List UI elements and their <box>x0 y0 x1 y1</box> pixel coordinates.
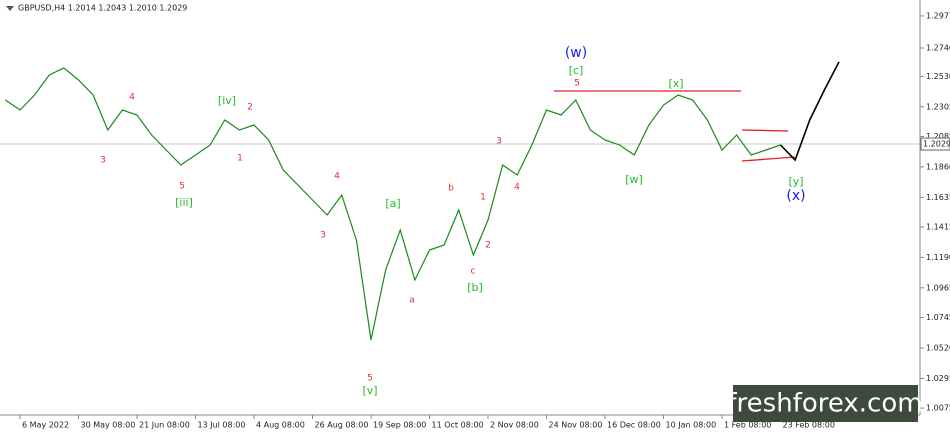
wave-label: 4 <box>129 93 135 103</box>
wave-label: [v] <box>362 384 377 397</box>
wave-label: (x) <box>786 188 805 204</box>
x-tick-label: 30 May 08:00 <box>81 421 136 430</box>
x-tick-label: 2 Nov 08:00 <box>490 421 539 430</box>
x-tick-label: 24 Nov 08:00 <box>549 421 603 430</box>
current-price-label: 1.2029 <box>923 140 950 149</box>
y-tick-label: 1.2530 <box>926 72 950 81</box>
x-tick-label: 21 Jun 08:00 <box>139 421 190 430</box>
wave-label: 1 <box>480 193 486 203</box>
menu-arrow <box>6 6 14 11</box>
y-tick-label: 1.0075 <box>926 404 950 413</box>
wave-label: 3 <box>496 137 502 147</box>
wave-label: b <box>448 184 454 194</box>
y-tick-label: 1.2977 <box>926 11 950 20</box>
wave-label: [y] <box>788 175 803 188</box>
watermark-box <box>733 385 918 422</box>
x-tick-label: 16 Dec 08:00 <box>607 421 661 430</box>
price-line <box>5 67 781 341</box>
y-tick-label: 1.2740 <box>926 43 950 52</box>
y-tick-label: 1.1860 <box>926 162 950 171</box>
y-tick-label: 1.1635 <box>926 193 950 202</box>
wave-label: a <box>409 296 415 306</box>
wave-label: 5 <box>179 182 185 192</box>
wave-label: [a] <box>385 197 400 210</box>
x-tick-label: 6 May 2022 <box>22 421 69 430</box>
y-tick-label: 1.0745 <box>926 313 950 322</box>
wave-label: 3 <box>100 156 106 166</box>
wave-label: 2 <box>247 103 253 113</box>
wave-label: 4 <box>334 172 340 182</box>
x-tick-label: 4 Aug 08:00 <box>256 421 305 430</box>
wave-label: 1 <box>237 154 243 164</box>
y-tick-label: 1.2305 <box>926 102 950 111</box>
y-tick-label: 1.1415 <box>926 223 950 232</box>
drawings <box>554 90 796 162</box>
x-tick-label: 13 Jul 08:00 <box>198 421 246 430</box>
x-tick-label: 26 Aug 08:00 <box>315 421 369 430</box>
wave-label: [x] <box>668 77 683 90</box>
y-tick-label: 1.0520 <box>926 343 950 352</box>
corner <box>920 0 950 30</box>
current-price-box <box>920 137 950 151</box>
watermark: freshforex.com <box>727 389 922 419</box>
x-tick-label: 19 Sep 08:00 <box>373 421 426 430</box>
triangle-upper <box>741 129 789 132</box>
y-tick-label: 1.1190 <box>926 253 950 262</box>
wave-label: [b] <box>467 281 483 294</box>
x-tick-label: 23 Feb 08:00 <box>783 421 835 430</box>
y-tick-label: 1.0965 <box>926 283 950 292</box>
x-tick-label: 11 Oct 08:00 <box>432 421 484 430</box>
wave-label: [iv] <box>218 94 236 107</box>
wave-label: 3 <box>320 231 326 241</box>
y-tick-label: 1.2085 <box>926 132 950 141</box>
wave-label: [iii] <box>175 196 193 209</box>
wave-label: (w) <box>565 45 587 61</box>
header: GBPUSD,H4 1.2014 1.2043 1.2010 1.2029 <box>18 4 187 13</box>
wave-label: 5 <box>574 79 580 89</box>
wave-label: 5 <box>367 374 373 384</box>
wave-label: [c] <box>569 64 584 77</box>
wave-label: [w] <box>625 173 643 186</box>
wave-label: 4 <box>514 183 520 193</box>
wave-label: c <box>471 267 476 277</box>
price-line <box>779 61 840 162</box>
wave-label: 2 <box>485 241 491 251</box>
triangle-lower <box>741 156 796 162</box>
x-tick-label: 1 Feb 08:00 <box>724 421 771 430</box>
y-tick-label: 1.0295 <box>926 374 950 383</box>
x-tick-label: 10 Jan 08:00 <box>666 421 717 430</box>
